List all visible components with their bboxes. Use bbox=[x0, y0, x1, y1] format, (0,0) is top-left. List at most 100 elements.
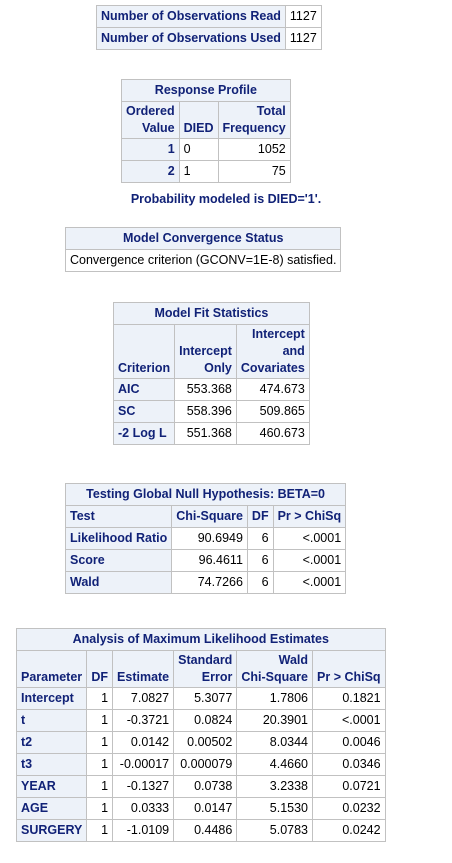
table-row: t2 1 0.0142 0.00502 8.0344 0.0046 bbox=[15, 731, 386, 754]
cell: 5.3077 bbox=[173, 687, 238, 710]
cell: 4.4660 bbox=[236, 753, 314, 776]
table-row: SC 558.396 509.865 bbox=[112, 400, 310, 423]
row-header: t2 bbox=[15, 731, 88, 754]
cell: 0.0346 bbox=[312, 753, 386, 776]
column-header-ordered-value: Ordered Value bbox=[121, 101, 180, 139]
column-header-parameter: Parameter bbox=[15, 650, 88, 688]
column-header-criterion: Criterion bbox=[112, 324, 176, 379]
cell: 0.0824 bbox=[173, 709, 238, 732]
cell: 0.000079 bbox=[173, 753, 238, 776]
table-title: Model Convergence Status bbox=[64, 227, 342, 250]
header-row: Test Chi-Square DF Pr > ChiSq bbox=[64, 505, 347, 528]
header-line: Intercept bbox=[252, 327, 305, 341]
cell: <.0001 bbox=[272, 571, 347, 594]
cell: 6 bbox=[246, 527, 274, 550]
table-row: 1 0 1052 bbox=[121, 138, 291, 161]
table-title: Testing Global Null Hypothesis: BETA=0 bbox=[64, 483, 347, 506]
cell: 5.1530 bbox=[236, 797, 314, 820]
cell: 0.0721 bbox=[312, 775, 386, 798]
row-header: t3 bbox=[15, 753, 88, 776]
cell: 0.00502 bbox=[173, 731, 238, 754]
table-caption-row: Response Profile bbox=[121, 79, 291, 102]
header-line: Total bbox=[256, 104, 286, 118]
header-line: Ordered bbox=[126, 104, 175, 118]
table-row: 2 1 75 bbox=[121, 160, 291, 183]
table-caption-row: Model Fit Statistics bbox=[113, 302, 310, 325]
cell: 1127 bbox=[284, 5, 322, 28]
cell: 0.0142 bbox=[112, 731, 175, 754]
cell: 3.2338 bbox=[236, 775, 314, 798]
header-line: Value bbox=[141, 121, 175, 135]
cell: <.0001 bbox=[272, 527, 347, 550]
table-row: AIC 553.368 474.673 bbox=[112, 378, 310, 401]
column-header-chi-square: Chi-Square bbox=[171, 505, 248, 528]
header-line: and bbox=[282, 344, 305, 358]
probability-note: Probability modeled is DIED='1'. bbox=[130, 192, 322, 206]
convergence-table: Model Convergence Status Convergence cri… bbox=[64, 227, 342, 272]
column-header-test: Test bbox=[64, 505, 173, 528]
cell: 90.6949 bbox=[171, 527, 248, 550]
table-row: SURGERY 1 -1.0109 0.4486 5.0783 0.0242 bbox=[15, 819, 386, 842]
table-row: AGE 1 0.0333 0.0147 5.1530 0.0232 bbox=[15, 797, 386, 820]
column-header-p-value: Pr > ChiSq bbox=[312, 650, 386, 688]
cell: 0 bbox=[178, 138, 219, 161]
cell: 0.0242 bbox=[312, 819, 386, 842]
cell: 0.0738 bbox=[173, 775, 238, 798]
header-line: Chi-Square bbox=[241, 670, 309, 684]
table-row: t3 1 -0.00017 0.000079 4.4660 0.0346 bbox=[15, 753, 386, 776]
header-line: Error bbox=[201, 670, 233, 684]
row-header: Number of Observations Used bbox=[96, 27, 286, 50]
row-header: Wald bbox=[64, 571, 173, 594]
header-line: Intercept bbox=[179, 344, 232, 358]
header-line: Covariates bbox=[240, 361, 305, 375]
header-line: Standard bbox=[178, 653, 233, 667]
row-header: Intercept bbox=[15, 687, 88, 710]
row-header: SC bbox=[112, 400, 176, 423]
table-title: Model Fit Statistics bbox=[113, 302, 310, 325]
cell: 0.0147 bbox=[173, 797, 238, 820]
cell: 75 bbox=[217, 160, 291, 183]
row-header: YEAR bbox=[15, 775, 88, 798]
cell: 0.0046 bbox=[312, 731, 386, 754]
cell: <.0001 bbox=[312, 709, 386, 732]
cell: 1 bbox=[86, 775, 114, 798]
column-header-intercept-and-covariates: Intercept and Covariates bbox=[235, 324, 310, 379]
row-header: 1 bbox=[121, 138, 180, 161]
cell: -0.3721 bbox=[112, 709, 175, 732]
cell: 553.368 bbox=[174, 378, 237, 401]
table-row: Number of Observations Used 1127 bbox=[96, 27, 322, 50]
table-title: Response Profile bbox=[121, 79, 291, 102]
cell: 558.396 bbox=[174, 400, 237, 423]
cell: 1 bbox=[86, 797, 114, 820]
cell: -0.1327 bbox=[112, 775, 175, 798]
cell: 460.673 bbox=[235, 422, 310, 445]
cell: 1 bbox=[86, 819, 114, 842]
header-row: Ordered Value DIED Total Frequency bbox=[121, 101, 291, 139]
cell: 1 bbox=[86, 687, 114, 710]
table-row: Intercept 1 7.0827 5.3077 1.7806 0.1821 bbox=[15, 687, 386, 710]
header-row: Criterion Intercept Only Intercept and C… bbox=[112, 324, 310, 379]
column-header-total-frequency: Total Frequency bbox=[217, 101, 291, 139]
row-header: Number of Observations Read bbox=[96, 5, 286, 28]
cell: 1 bbox=[86, 731, 114, 754]
table-row: t 1 -0.3721 0.0824 20.3901 <.0001 bbox=[15, 709, 386, 732]
row-header: Likelihood Ratio bbox=[64, 527, 173, 550]
header-line: Only bbox=[204, 361, 232, 375]
cell: 20.3901 bbox=[236, 709, 314, 732]
convergence-message: Convergence criterion (GCONV=1E-8) satis… bbox=[64, 249, 342, 272]
table-row: Score 96.4611 6 <.0001 bbox=[64, 549, 347, 572]
cell: 551.368 bbox=[174, 422, 237, 445]
column-header-intercept-only: Intercept Only bbox=[174, 324, 237, 379]
table-row: Likelihood Ratio 90.6949 6 <.0001 bbox=[64, 527, 347, 550]
row-header: AGE bbox=[15, 797, 88, 820]
cell: 1 bbox=[86, 709, 114, 732]
column-header-p-value: Pr > ChiSq bbox=[272, 505, 347, 528]
global-null-table: Testing Global Null Hypothesis: BETA=0 T… bbox=[64, 483, 347, 594]
table-row: Number of Observations Read 1127 bbox=[96, 5, 322, 28]
row-header: AIC bbox=[112, 378, 176, 401]
row-header: SURGERY bbox=[15, 819, 88, 842]
table-caption-row: Analysis of Maximum Likelihood Estimates bbox=[16, 628, 386, 651]
response-profile-table: Response Profile Ordered Value DIED Tota… bbox=[121, 79, 291, 183]
cell: 0.1821 bbox=[312, 687, 386, 710]
cell: 74.7266 bbox=[171, 571, 248, 594]
